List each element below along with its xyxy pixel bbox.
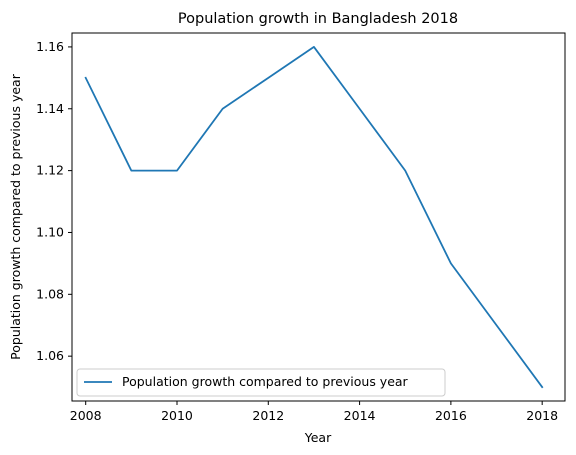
x-tick-label: 2014 [344, 408, 376, 423]
y-tick-label: 1.06 [36, 348, 64, 363]
y-tick-label: 1.10 [36, 224, 64, 239]
y-axis-label: Population growth compared to previous y… [8, 73, 23, 360]
x-tick-label: 2010 [161, 408, 193, 423]
x-tick-label: 2012 [252, 408, 284, 423]
x-tick-label: 2016 [435, 408, 467, 423]
y-axis-ticks: 1.06 1.08 1.10 1.12 1.14 1.16 [36, 39, 72, 363]
legend-label: Population growth compared to previous y… [122, 374, 409, 389]
x-axis-label: Year [304, 430, 332, 445]
y-tick-label: 1.08 [36, 286, 64, 301]
series-line [84, 46, 544, 389]
y-tick-label: 1.12 [36, 163, 64, 178]
y-tick-label: 1.16 [36, 39, 64, 54]
x-tick-label: 2018 [526, 408, 558, 423]
plot-frame [71, 32, 566, 402]
x-tick-label: 2008 [70, 408, 102, 423]
chart-title: Population growth in Bangladesh 2018 [178, 11, 458, 27]
x-axis-ticks: 2008 2010 2012 2014 2016 2018 [70, 401, 558, 423]
legend-box [76, 368, 446, 397]
y-tick-label: 1.14 [36, 101, 64, 116]
series-layer [84, 46, 544, 389]
legend: Population growth compared to previous y… [76, 368, 446, 397]
